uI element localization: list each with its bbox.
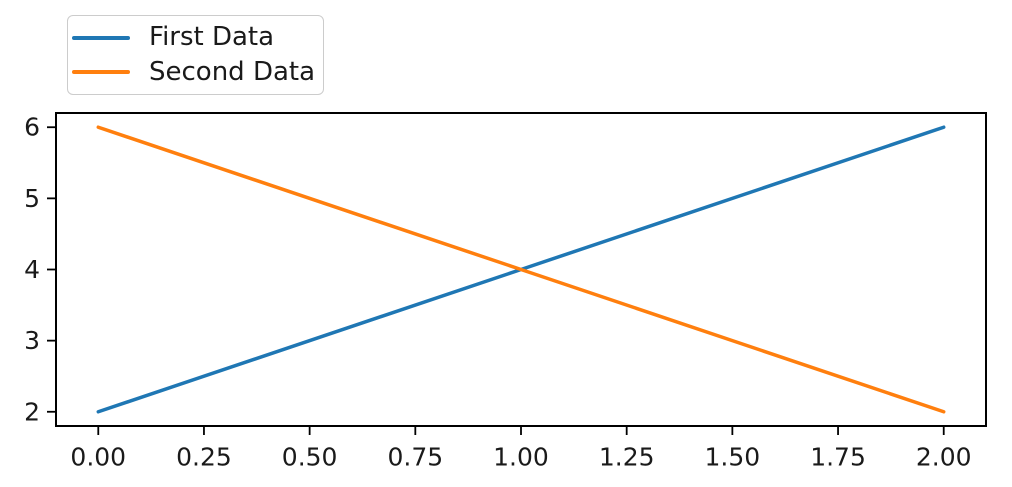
series-line-second-data (96, 125, 946, 414)
y-tick-label: 5 (24, 184, 40, 213)
axes-frame (55, 112, 987, 427)
legend-item-second-data: Second Data (72, 57, 315, 88)
y-tick-label: 4 (24, 255, 40, 284)
legend-line-sample (72, 70, 130, 74)
x-tick-label: 1.25 (599, 442, 655, 471)
x-tick-label: 1.75 (810, 442, 866, 471)
legend-label: Second Data (149, 56, 316, 87)
x-tick-label: 0.50 (282, 442, 338, 471)
x-tick-label: 1.00 (493, 442, 549, 471)
x-tick-label: 2.00 (916, 442, 972, 471)
y-tick-label: 2 (24, 397, 40, 426)
legend-line-sample (72, 36, 130, 40)
legend: First Data Second Data (67, 15, 324, 95)
legend-label: First Data (149, 22, 275, 53)
x-tick-label: 1.50 (705, 442, 761, 471)
y-tick-label: 6 (24, 113, 40, 142)
x-tick-label: 0.75 (387, 442, 443, 471)
legend-item-first-data: First Data (72, 22, 315, 53)
y-tick-label: 3 (24, 326, 40, 355)
x-tick-label: 0.00 (70, 442, 126, 471)
x-tick-label: 0.25 (176, 442, 232, 471)
